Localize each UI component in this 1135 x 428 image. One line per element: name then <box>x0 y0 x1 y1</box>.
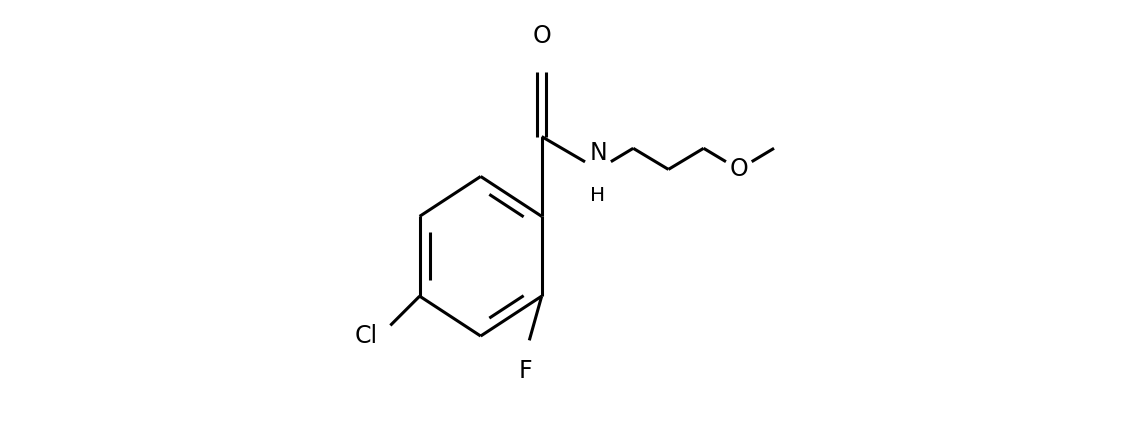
Text: F: F <box>519 359 532 383</box>
Text: O: O <box>532 24 552 48</box>
Text: H: H <box>590 186 606 205</box>
Text: N: N <box>589 141 607 165</box>
Text: O: O <box>730 158 748 181</box>
Text: Cl: Cl <box>354 324 378 348</box>
